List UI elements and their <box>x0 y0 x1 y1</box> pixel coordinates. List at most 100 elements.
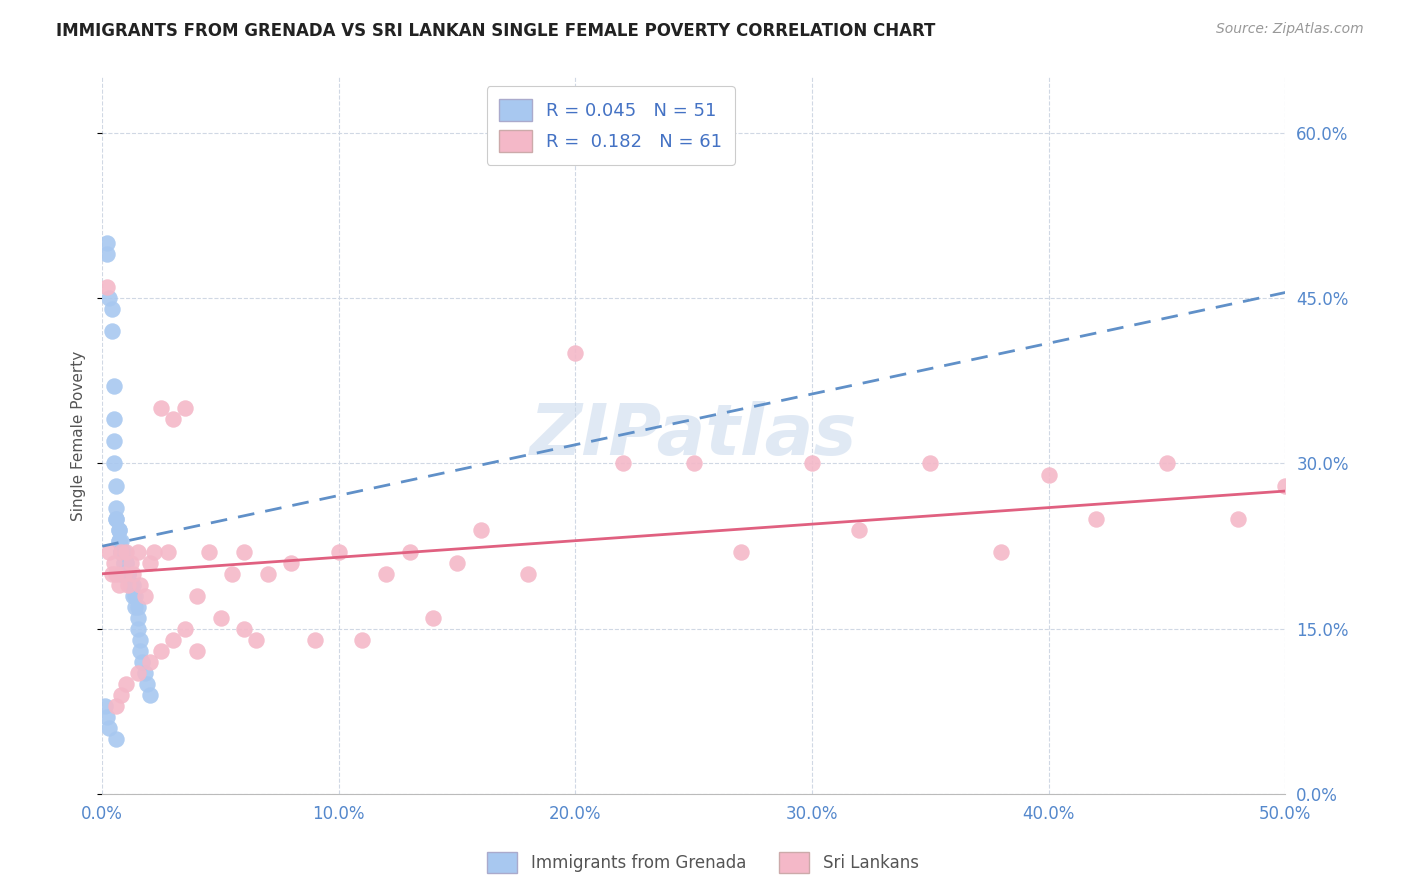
Point <box>110 545 132 559</box>
Point <box>105 732 128 747</box>
Point <box>221 566 243 581</box>
Point <box>117 578 139 592</box>
Point <box>138 655 160 669</box>
Point <box>162 632 184 647</box>
Point <box>129 632 152 647</box>
Point <box>120 578 142 592</box>
Point <box>157 545 180 559</box>
Point <box>117 566 139 581</box>
Point <box>96 710 118 724</box>
Point <box>98 721 121 735</box>
Point <box>233 622 256 636</box>
Point <box>105 500 128 515</box>
Point <box>150 401 173 416</box>
Point <box>110 545 132 559</box>
Point <box>801 457 824 471</box>
Point <box>103 379 125 393</box>
Point <box>127 622 149 636</box>
Point <box>120 556 142 570</box>
Point <box>115 677 138 691</box>
Point <box>103 556 125 570</box>
Point <box>233 545 256 559</box>
Point <box>122 566 145 581</box>
Point <box>174 622 197 636</box>
Point <box>682 457 704 471</box>
Point <box>107 523 129 537</box>
Point <box>304 632 326 647</box>
Point <box>98 291 121 305</box>
Point <box>103 457 125 471</box>
Point <box>120 578 142 592</box>
Point <box>117 566 139 581</box>
Point <box>124 599 146 614</box>
Y-axis label: Single Female Poverty: Single Female Poverty <box>72 351 86 521</box>
Point <box>107 533 129 548</box>
Point <box>612 457 634 471</box>
Point <box>127 599 149 614</box>
Point <box>110 545 132 559</box>
Point <box>100 301 122 316</box>
Point <box>98 545 121 559</box>
Point <box>1038 467 1060 482</box>
Point <box>730 545 752 559</box>
Point <box>1274 478 1296 492</box>
Point <box>93 699 115 714</box>
Point <box>120 578 142 592</box>
Point <box>105 511 128 525</box>
Point <box>422 611 444 625</box>
Point <box>112 545 135 559</box>
Point <box>197 545 219 559</box>
Point <box>115 556 138 570</box>
Point <box>174 401 197 416</box>
Point <box>1084 511 1107 525</box>
Text: ZIPatlas: ZIPatlas <box>530 401 858 470</box>
Point <box>375 566 398 581</box>
Point <box>1156 457 1178 471</box>
Point <box>96 247 118 261</box>
Text: Source: ZipAtlas.com: Source: ZipAtlas.com <box>1216 22 1364 37</box>
Point <box>186 589 208 603</box>
Point <box>110 688 132 702</box>
Point <box>122 578 145 592</box>
Point <box>105 511 128 525</box>
Point <box>280 556 302 570</box>
Point <box>127 545 149 559</box>
Point <box>115 556 138 570</box>
Point <box>100 324 122 338</box>
Point <box>328 545 350 559</box>
Point <box>122 589 145 603</box>
Point <box>117 566 139 581</box>
Point <box>143 545 166 559</box>
Point <box>162 412 184 426</box>
Point <box>107 523 129 537</box>
Point <box>209 611 232 625</box>
Point <box>398 545 420 559</box>
Point <box>1226 511 1249 525</box>
Point <box>110 545 132 559</box>
Point <box>129 578 152 592</box>
Point <box>245 632 267 647</box>
Point <box>107 578 129 592</box>
Point <box>138 556 160 570</box>
Point <box>134 666 156 681</box>
Point <box>96 280 118 294</box>
Point <box>107 533 129 548</box>
Point <box>470 523 492 537</box>
Point <box>124 589 146 603</box>
Point <box>446 556 468 570</box>
Point <box>127 611 149 625</box>
Point <box>112 566 135 581</box>
Point <box>103 434 125 449</box>
Point <box>112 556 135 570</box>
Point <box>129 644 152 658</box>
Point <box>150 644 173 658</box>
Point <box>127 666 149 681</box>
Legend: R = 0.045   N = 51, R =  0.182   N = 61: R = 0.045 N = 51, R = 0.182 N = 61 <box>486 87 735 165</box>
Point <box>110 566 132 581</box>
Point <box>103 412 125 426</box>
Point <box>564 346 586 360</box>
Legend: Immigrants from Grenada, Sri Lankans: Immigrants from Grenada, Sri Lankans <box>481 846 925 880</box>
Point <box>920 457 942 471</box>
Point <box>105 566 128 581</box>
Point <box>134 589 156 603</box>
